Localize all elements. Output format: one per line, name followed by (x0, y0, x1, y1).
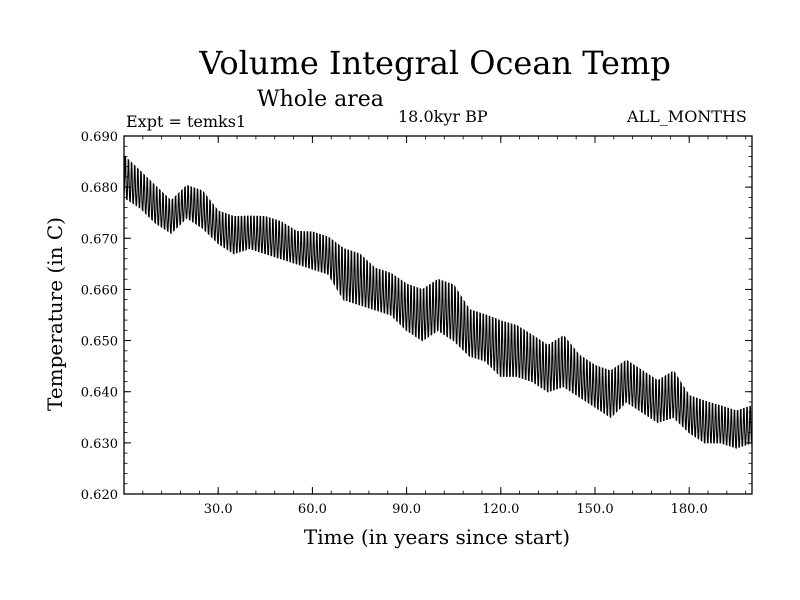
y-tick-label: 0.630 (81, 437, 118, 452)
y-tick-label: 0.660 (81, 283, 118, 298)
x-tick-label: 60.0 (298, 502, 327, 517)
x-tick-label: 90.0 (392, 502, 421, 517)
series-line (123, 155, 753, 449)
plot-frame (123, 135, 753, 495)
data-layer (123, 155, 753, 449)
chart-subtitle: Whole area (257, 87, 384, 112)
y-tick-label: 0.680 (81, 181, 118, 196)
x-tick-label: 150.0 (576, 502, 613, 517)
months-label: ALL_MONTHS (627, 107, 747, 126)
x-tick-label: 180.0 (671, 502, 708, 517)
chart-title: Volume Integral Ocean Temp (199, 44, 671, 82)
y-tick-label: 0.690 (81, 130, 118, 145)
y-tick-label: 0.670 (81, 232, 118, 247)
y-tick-label: 0.640 (81, 386, 118, 401)
y-tick-label: 0.650 (81, 335, 118, 350)
x-axis-label: Time (in years since start) (304, 525, 570, 549)
x-tick-label: 30.0 (204, 502, 233, 517)
y-tick-label: 0.620 (81, 488, 118, 503)
experiment-label: Expt = temks1 (126, 112, 247, 131)
x-tick-label: 120.0 (482, 502, 519, 517)
y-axis-label: Temperature (in C) (43, 217, 67, 411)
period-label: 18.0kyr BP (398, 107, 488, 126)
axes-layer: 0.620 0.630 0.640 0.650 0.660 0.670 0.680 0.690… (81, 130, 753, 517)
